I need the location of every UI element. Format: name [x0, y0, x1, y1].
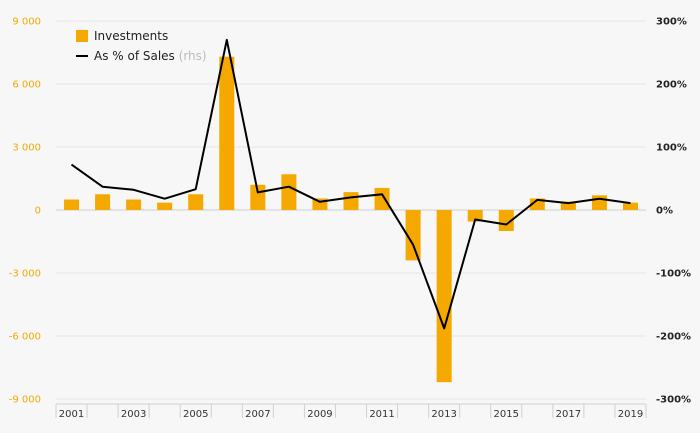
right-tick-label: -100% — [656, 269, 691, 280]
investments-bars — [64, 56, 638, 383]
right-tick-label: 100% — [656, 143, 687, 154]
right-tick-label: 300% — [656, 17, 687, 28]
left-tick-label: 9 000 — [12, 17, 41, 28]
investments-bar — [560, 201, 576, 210]
investments-bar — [157, 202, 173, 210]
x-tick-label: 2019 — [618, 409, 643, 420]
x-tick-label: 2003 — [121, 409, 146, 420]
investments-bar — [64, 199, 80, 210]
x-tick-label: 2005 — [183, 409, 208, 420]
right-tick-label: 0% — [656, 206, 673, 217]
investments-bar — [95, 194, 111, 210]
investments-bar — [436, 210, 452, 383]
investments-bar — [622, 202, 638, 210]
left-tick-label: 3 000 — [12, 143, 41, 154]
investments-bar — [188, 194, 204, 210]
legend-sales-label: As % of Sales (rhs) — [94, 49, 207, 63]
grid-lines — [56, 20, 646, 400]
x-tick-label: 2011 — [369, 409, 394, 420]
investments-bar — [219, 56, 235, 211]
legend-investments-swatch — [76, 30, 88, 42]
right-tick-label: -300% — [656, 395, 691, 406]
investments-bar — [343, 192, 359, 210]
investments-bar — [529, 198, 545, 210]
investments-bar — [591, 195, 607, 210]
left-axis: 9 000 6 000 3 000 0 -3 000 -6 000 -9 000 — [9, 17, 41, 406]
legend: Investments As % of Sales (rhs) — [76, 29, 207, 63]
investments-bar — [498, 210, 514, 231]
right-tick-label: 200% — [656, 80, 687, 91]
investments-bar — [312, 198, 328, 210]
investments-bar — [405, 210, 421, 261]
left-tick-label: -6 000 — [9, 332, 41, 343]
investments-bar — [281, 174, 297, 210]
x-tick-label: 2007 — [245, 409, 270, 420]
x-axis: 2001 2003 2005 2007 2009 2011 2013 2015 2017 2019 — [55, 403, 647, 420]
x-tick-label: 2013 — [431, 409, 456, 420]
left-tick-label: 6 000 — [12, 80, 41, 91]
left-tick-label: -3 000 — [9, 269, 41, 280]
sales-percent-polyline — [70, 38, 631, 330]
left-tick-label: 0 — [35, 206, 41, 217]
x-tick-label: 2017 — [556, 409, 581, 420]
legend-investments-label: Investments — [94, 29, 168, 43]
x-tick-label: 2015 — [494, 409, 519, 420]
investments-bar — [467, 210, 483, 222]
x-tick-label: 2001 — [59, 409, 84, 420]
left-tick-label: -9 000 — [9, 395, 41, 406]
right-axis: 300% 200% 100% 0% -100% -200% -300% — [656, 17, 691, 406]
investments-bar — [126, 199, 142, 210]
x-tick-label: 2009 — [307, 409, 332, 420]
sales-percent-line — [70, 38, 631, 330]
investments-bar — [374, 187, 390, 210]
right-tick-label: -200% — [656, 332, 691, 343]
